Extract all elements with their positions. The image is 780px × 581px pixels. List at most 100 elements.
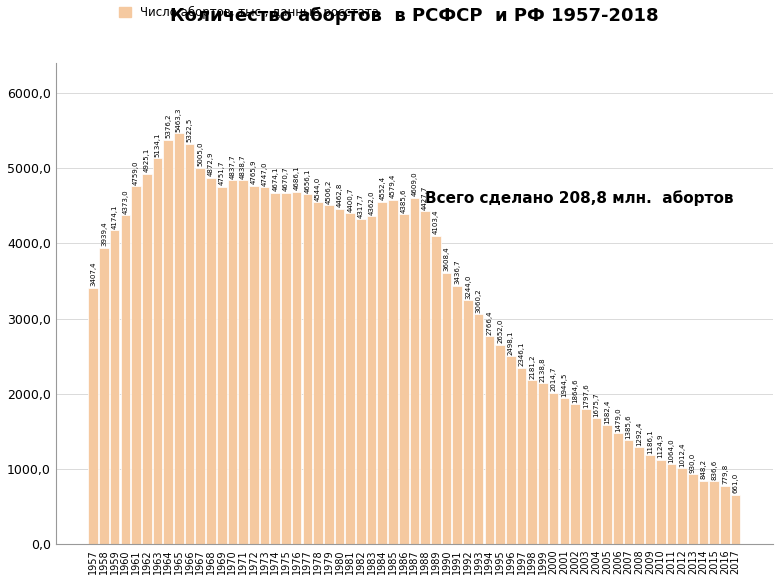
- Text: 3436,7: 3436,7: [454, 260, 460, 284]
- Bar: [667, 464, 676, 544]
- Bar: [677, 468, 687, 544]
- Text: 4579,4: 4579,4: [390, 174, 396, 198]
- Bar: [206, 178, 216, 544]
- Bar: [484, 336, 495, 544]
- Text: 4925,1: 4925,1: [144, 148, 150, 172]
- Bar: [506, 356, 516, 544]
- Text: 779,8: 779,8: [722, 464, 728, 484]
- Bar: [378, 202, 387, 544]
- Text: 4674,1: 4674,1: [272, 167, 278, 191]
- Text: 5322,5: 5322,5: [186, 118, 193, 142]
- Text: 4759,0: 4759,0: [133, 160, 139, 185]
- Bar: [559, 398, 569, 544]
- Text: 1944,5: 1944,5: [562, 372, 567, 397]
- Text: 2346,1: 2346,1: [519, 342, 524, 367]
- Text: 3939,4: 3939,4: [101, 222, 107, 246]
- Bar: [367, 216, 377, 544]
- Bar: [699, 480, 708, 544]
- Bar: [656, 460, 665, 544]
- Bar: [239, 180, 248, 544]
- Bar: [292, 192, 302, 544]
- Bar: [271, 193, 280, 544]
- Bar: [495, 345, 505, 544]
- Legend: Число абортов, тыс., данные росстата: Число абортов, тыс., данные росстата: [119, 6, 379, 19]
- Bar: [720, 486, 730, 544]
- Text: 4506,2: 4506,2: [326, 180, 331, 204]
- Bar: [88, 288, 98, 544]
- Bar: [527, 381, 537, 544]
- Text: 5376,2: 5376,2: [165, 114, 171, 138]
- Text: 2181,2: 2181,2: [529, 354, 535, 379]
- Bar: [174, 133, 184, 544]
- Bar: [163, 140, 173, 544]
- Bar: [142, 174, 151, 544]
- Bar: [185, 144, 194, 544]
- Text: 2138,8: 2138,8: [540, 357, 546, 382]
- Bar: [388, 200, 398, 544]
- Text: 4670,7: 4670,7: [283, 167, 289, 191]
- Text: 3244,0: 3244,0: [465, 274, 471, 299]
- Text: 4362,0: 4362,0: [369, 190, 374, 214]
- Bar: [613, 433, 622, 544]
- Bar: [121, 216, 130, 544]
- Text: 3407,4: 3407,4: [90, 262, 96, 286]
- Bar: [346, 213, 355, 544]
- Bar: [249, 186, 259, 544]
- Text: 1797,6: 1797,6: [583, 383, 589, 408]
- Bar: [474, 314, 484, 544]
- Bar: [356, 220, 366, 544]
- Text: 4765,9: 4765,9: [251, 160, 257, 184]
- Text: 4751,7: 4751,7: [218, 161, 225, 185]
- Bar: [335, 209, 344, 544]
- Bar: [420, 211, 430, 544]
- Text: 4838,7: 4838,7: [240, 154, 246, 179]
- Text: 4656,1: 4656,1: [304, 168, 310, 192]
- Bar: [688, 475, 697, 544]
- Bar: [131, 187, 141, 544]
- Text: 1675,7: 1675,7: [594, 392, 600, 417]
- Text: 5005,0: 5005,0: [197, 142, 204, 166]
- Bar: [281, 193, 291, 544]
- Text: 2652,0: 2652,0: [497, 319, 503, 343]
- Bar: [549, 393, 558, 544]
- Bar: [463, 300, 473, 544]
- Bar: [228, 180, 237, 544]
- Bar: [314, 202, 323, 544]
- Text: 5134,1: 5134,1: [154, 132, 161, 156]
- Text: 1064,0: 1064,0: [668, 438, 675, 463]
- Text: 3060,2: 3060,2: [476, 288, 482, 313]
- Bar: [602, 425, 612, 544]
- Text: 836,6: 836,6: [711, 460, 718, 480]
- Bar: [410, 198, 419, 544]
- Text: 4872,9: 4872,9: [208, 152, 214, 176]
- Bar: [581, 409, 590, 544]
- Text: 4427,7: 4427,7: [422, 185, 428, 210]
- Bar: [441, 273, 452, 544]
- Text: 4552,4: 4552,4: [379, 176, 385, 200]
- Text: 3608,4: 3608,4: [444, 247, 449, 271]
- Bar: [431, 236, 441, 544]
- Text: 5463,3: 5463,3: [176, 107, 182, 132]
- Text: 4385,6: 4385,6: [401, 188, 406, 213]
- Text: 4609,0: 4609,0: [411, 171, 417, 196]
- Text: 4544,0: 4544,0: [315, 177, 321, 201]
- Text: 4400,7: 4400,7: [347, 187, 353, 211]
- Text: 4317,7: 4317,7: [358, 193, 364, 218]
- Text: 848,2: 848,2: [700, 459, 707, 479]
- Bar: [538, 383, 548, 544]
- Bar: [645, 455, 654, 544]
- Bar: [731, 494, 740, 544]
- Text: 4103,4: 4103,4: [433, 210, 439, 234]
- Title: Количество абортов  в РСФСР  и РФ 1957-2018: Количество абортов в РСФСР и РФ 1957-201…: [170, 7, 659, 25]
- Text: 1582,4: 1582,4: [604, 400, 610, 424]
- Text: 4174,1: 4174,1: [112, 205, 118, 229]
- Bar: [516, 368, 526, 544]
- Text: 1186,1: 1186,1: [647, 429, 653, 454]
- Text: 661,0: 661,0: [732, 473, 739, 493]
- Text: 4747,0: 4747,0: [261, 161, 268, 186]
- Bar: [624, 440, 633, 544]
- Text: 4373,0: 4373,0: [122, 189, 129, 214]
- Text: 4686,1: 4686,1: [293, 166, 300, 190]
- Bar: [260, 187, 269, 544]
- Bar: [196, 168, 205, 544]
